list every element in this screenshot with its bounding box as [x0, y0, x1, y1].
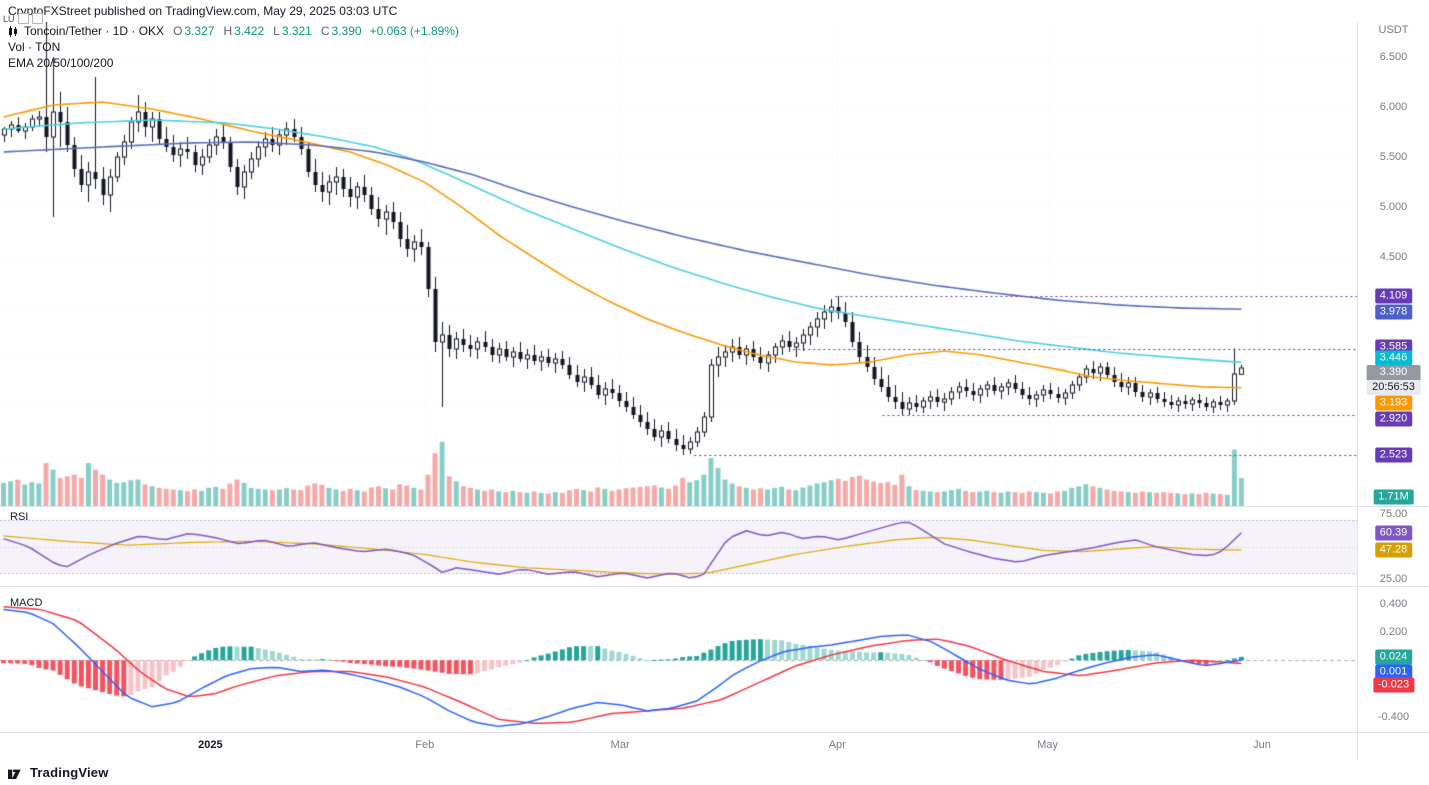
toolbar-icon[interactable]	[17, 13, 29, 24]
ohlc-close-label: C	[320, 24, 330, 38]
macd-value-badge: 0.024	[1374, 649, 1413, 665]
price-tick: 6.000	[1379, 101, 1408, 113]
axis-currency-label: USDT	[1378, 24, 1409, 36]
footer: TradingView	[0, 760, 1429, 785]
ema-row[interactable]: EMA 20/50/100/200	[8, 55, 459, 71]
volume-indicator-label: Vol · TON	[8, 40, 61, 54]
bar-countdown: 20:56:53	[1366, 380, 1421, 395]
legend: Toncoin/Tether · 1D · OKX O 3.327 H 3.42…	[8, 23, 459, 71]
rsi-pane-title: RSI	[10, 511, 29, 523]
ohlc-open-value: 3.327	[184, 24, 215, 38]
volume-row[interactable]: Vol · TON	[8, 39, 459, 55]
rsi-tick: 75.00	[1379, 507, 1408, 520]
price-level-badge: 3.446	[1374, 350, 1413, 366]
toolbar-fragment[interactable]: LU	[3, 13, 43, 24]
price-level-badge: 3.978	[1374, 304, 1413, 320]
price-level-badge: 4.109	[1374, 288, 1413, 304]
pane-divider	[0, 732, 1429, 733]
price-pane-canvas[interactable]	[0, 10, 1357, 506]
ohlc-high-label: H	[223, 24, 233, 38]
macd-tick: 0.400	[1379, 597, 1408, 610]
macd-tick: 0.200	[1379, 626, 1408, 639]
tradingview-logo-icon	[8, 769, 21, 779]
symbol-title: Toncoin/Tether · 1D · OKX	[24, 24, 165, 38]
current-price-badge: 3.390 20:56:53	[1366, 365, 1421, 395]
price-tick: 5.500	[1379, 151, 1408, 163]
tradingview-brand-text: TradingView	[30, 765, 109, 780]
time-axis-label: Jun	[1253, 739, 1271, 751]
ohlc-low-value: 3.321	[281, 24, 312, 38]
ema-indicator-label: EMA 20/50/100/200	[8, 56, 114, 70]
price-axis[interactable]: USDT 3.390 20:56:53 6.500 6.000 5.500 5.000…	[1358, 0, 1429, 785]
time-axis-label: 2025	[198, 739, 223, 751]
time-axis-label: May	[1037, 739, 1058, 751]
toolbar-fragment-label: LU	[3, 13, 15, 24]
symbol-row[interactable]: Toncoin/Tether · 1D · OKX O 3.327 H 3.42…	[8, 23, 459, 39]
macd-value-badge: -0.023	[1372, 677, 1415, 693]
rsi-value-badge: 60.39	[1374, 525, 1413, 541]
pane-divider	[0, 506, 1429, 507]
ohlc-low-label: L	[273, 24, 280, 38]
tradingview-logo-link[interactable]: TradingView	[8, 765, 109, 780]
price-axis-border	[1357, 10, 1358, 760]
ohlc-open-label: O	[173, 24, 183, 38]
price-level-badge: 3.585	[1374, 339, 1413, 354]
time-axis-label: Mar	[610, 739, 630, 751]
volume-value-badge: 1.71M	[1373, 489, 1414, 505]
ohlc-change: +0.063 (+1.89%)	[369, 24, 459, 38]
price-level-badge: 2.523	[1374, 447, 1413, 463]
rsi-pane-canvas[interactable]	[0, 507, 1357, 586]
ohlc-high-value: 3.422	[234, 24, 265, 38]
macd-pane-canvas[interactable]	[0, 587, 1357, 732]
price-tick: 4.500	[1379, 251, 1408, 263]
macd-tick: -0.400	[1377, 710, 1410, 723]
rsi-tick: 25.00	[1379, 573, 1408, 586]
price-tick: 5.000	[1379, 201, 1408, 213]
toolbar-icon[interactable]	[31, 13, 43, 24]
price-level-badge: 2.920	[1374, 411, 1413, 427]
attribution-text: CryptoFXStreet published on TradingView.…	[0, 0, 1429, 22]
rsi-value-badge: 47.28	[1374, 542, 1413, 558]
current-price-value: 3.390	[1366, 365, 1421, 380]
ohlc-close-value: 3.390	[331, 24, 362, 38]
time-axis-label: Feb	[415, 739, 435, 751]
time-axis[interactable]: 2025 Feb Mar Apr May Jun	[0, 733, 1357, 760]
symbol-icon	[9, 25, 17, 37]
macd-value-badge: 0.001	[1374, 664, 1413, 680]
pane-divider	[0, 586, 1429, 587]
price-level-badge: 3.193	[1374, 395, 1413, 411]
price-tick: 6.500	[1379, 51, 1408, 63]
time-axis-label: Apr	[828, 739, 846, 751]
macd-pane-title: MACD	[10, 597, 43, 609]
